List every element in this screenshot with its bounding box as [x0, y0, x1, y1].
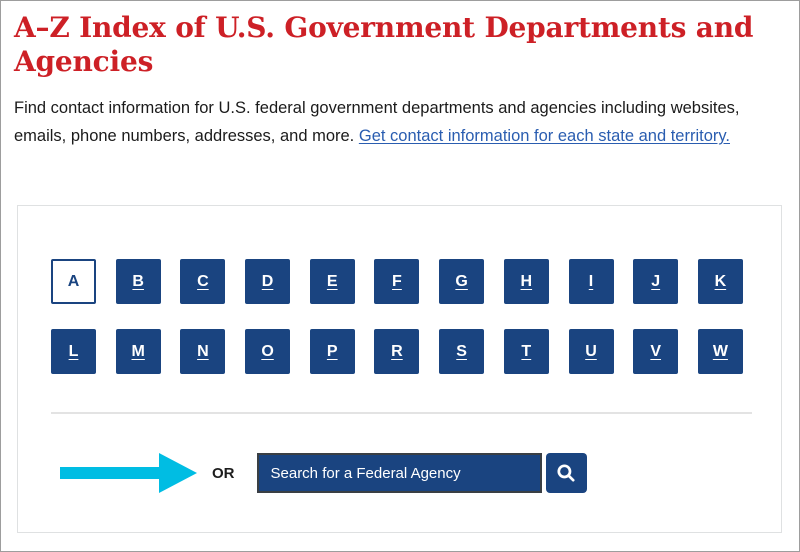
- letter-row-1: A B C D E F G H I J K: [51, 259, 743, 304]
- letter-tile-w[interactable]: W: [697, 329, 743, 374]
- intro-text-body: Find contact information for U.S. federa…: [14, 98, 740, 145]
- page-title: A–Z Index of U.S. Government Departments…: [14, 11, 754, 79]
- letter-tile-b[interactable]: B: [115, 259, 161, 304]
- letter-tile-g[interactable]: G: [439, 259, 485, 304]
- letter-tile-v[interactable]: V: [633, 329, 679, 374]
- letter-tile-f[interactable]: F: [374, 259, 420, 304]
- letter-tile-h[interactable]: H: [503, 259, 549, 304]
- letter-row-2: L M N O P R S T U V W: [51, 329, 743, 374]
- letter-tile-d[interactable]: D: [245, 259, 291, 304]
- letter-tile-e[interactable]: E: [309, 259, 355, 304]
- divider: [51, 412, 752, 414]
- letter-tile-i[interactable]: I: [568, 259, 614, 304]
- letter-tile-o[interactable]: O: [245, 329, 291, 374]
- letter-tile-r[interactable]: R: [374, 329, 420, 374]
- letter-tile-j[interactable]: J: [633, 259, 679, 304]
- letter-tile-s[interactable]: S: [439, 329, 485, 374]
- letter-tile-t[interactable]: T: [503, 329, 549, 374]
- or-label: OR: [212, 464, 235, 482]
- letter-tile-a[interactable]: A: [51, 259, 96, 304]
- letter-tile-u[interactable]: U: [568, 329, 614, 374]
- arrow-tail: [60, 467, 159, 479]
- agency-search-input[interactable]: [256, 453, 542, 493]
- letter-tile-n[interactable]: N: [180, 329, 226, 374]
- az-index-card: A B C D E F G H I J K L M N O P R S T U …: [17, 205, 782, 533]
- letter-tile-p[interactable]: P: [309, 329, 355, 374]
- letter-tile-k[interactable]: K: [697, 259, 743, 304]
- arrow-right-icon: [60, 453, 197, 493]
- search-icon: [556, 463, 576, 483]
- letter-tile-l[interactable]: L: [51, 329, 96, 374]
- search-section: OR: [60, 453, 781, 493]
- search-button[interactable]: [545, 453, 587, 493]
- intro-text: Find contact information for U.S. federa…: [14, 94, 778, 150]
- letter-tile-m[interactable]: M: [115, 329, 161, 374]
- arrow-head: [159, 453, 197, 493]
- letter-tile-c[interactable]: C: [180, 259, 226, 304]
- state-territory-link[interactable]: Get contact information for each state a…: [358, 126, 730, 145]
